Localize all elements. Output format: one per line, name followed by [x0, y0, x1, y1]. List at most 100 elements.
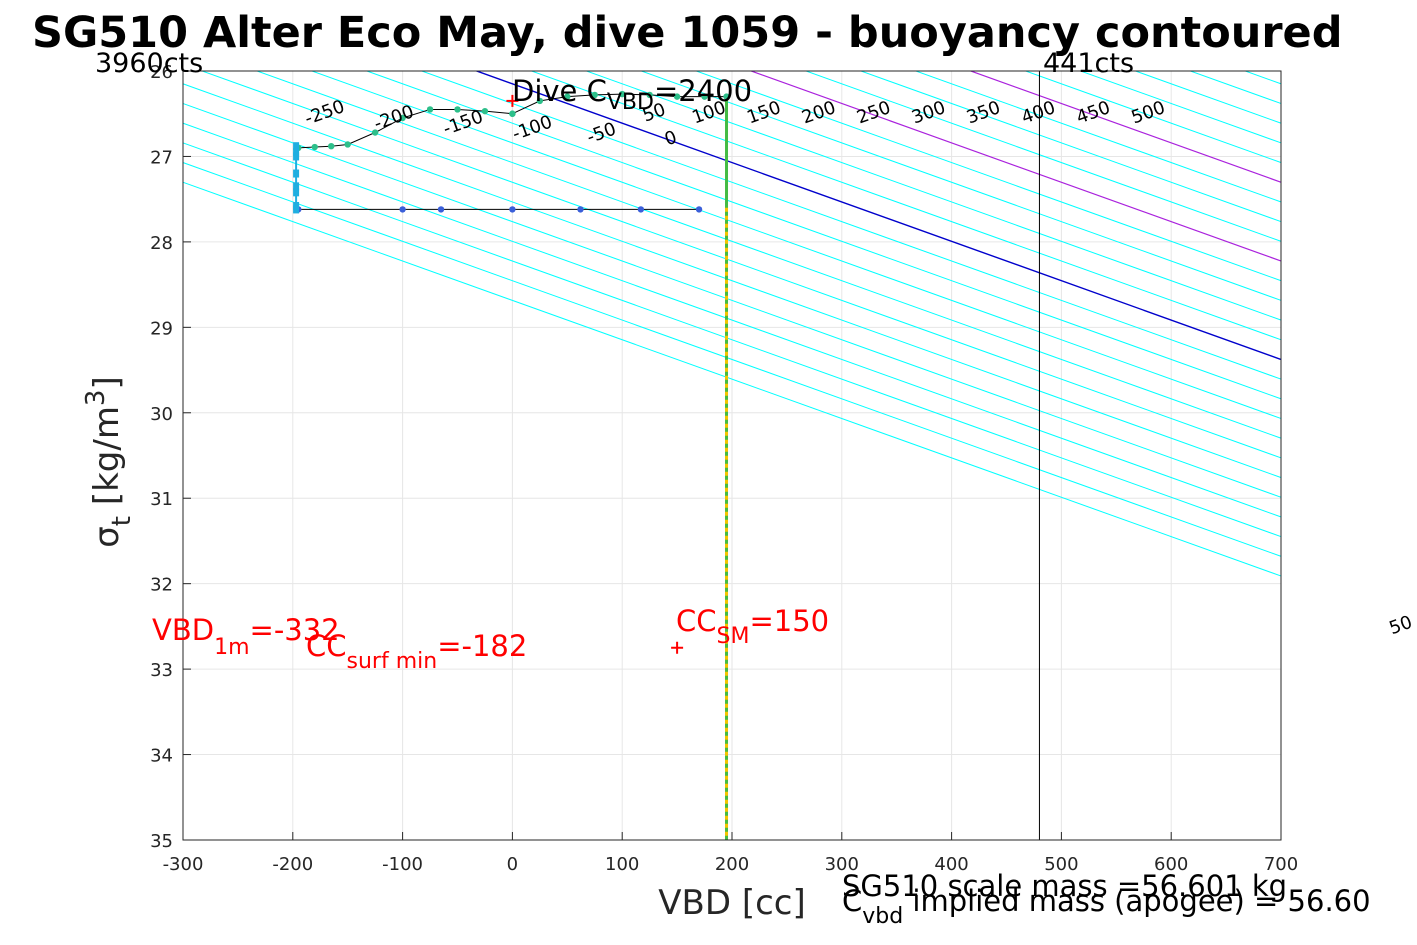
y-tick-label: 27 [150, 147, 173, 168]
left-top-label: 3960cts [95, 48, 203, 79]
y-label-exp: 3 [81, 390, 111, 407]
right-top-label: 441cts [1043, 48, 1134, 79]
x-tick-label: 200 [715, 854, 749, 875]
contour-line [183, 142, 1281, 538]
contour-line [365, 71, 1281, 400]
x-tick-label: 400 [934, 854, 968, 875]
dive-c-main: Dive C [512, 74, 607, 108]
ccsm-label: CCSM=150 [676, 604, 829, 649]
y-label-close: ] [87, 376, 127, 389]
contour-line [694, 71, 1281, 282]
contour-line [474, 71, 1281, 361]
dive-upper-trace-point [509, 110, 516, 117]
buoyancy-contours [183, 54, 1417, 857]
mass-line-1: SG510 scale mass =56.601 kg [842, 869, 1287, 903]
y-axis-ticks: 26 27 28 29 30 31 32 33 34 35 [150, 62, 191, 852]
climb-trace-point [637, 206, 645, 213]
vertical-lines [725, 71, 1040, 840]
contour-labels: -250 -200 -150 -100 -50 050 100 150 200 250 300 350… [302, 96, 1415, 639]
y-tick-label: 31 [150, 489, 173, 510]
x-axis-label: VBD [cc] [658, 883, 806, 923]
y-tick-label: 35 [150, 831, 173, 852]
y-tick-label: 30 [150, 404, 173, 425]
dive-trace [298, 108, 513, 149]
x-tick-label: 300 [825, 854, 859, 875]
y-tick-label: 26 [150, 62, 173, 83]
x-axis-ticks: -300 -200 -100 0 100 200 300 400 500 600 700 [163, 832, 1298, 875]
dive-c-value: =2400 [654, 74, 752, 108]
climb-trace-point [577, 206, 584, 213]
dive-upper-trace-point [536, 97, 544, 105]
contour-line [183, 181, 1281, 577]
contour-line [639, 71, 1281, 301]
contour-line [804, 71, 1281, 242]
vbd1m-sub: 1m [214, 635, 249, 660]
y-tick-label: 34 [150, 746, 173, 767]
y-tick-label: 29 [150, 318, 173, 339]
dive-traces [293, 90, 730, 654]
dive-trace-point [371, 129, 379, 136]
mass-line-2-rest: implied mass (apogee) = 56.60 [903, 884, 1370, 918]
ccsurf-value: =-182 [437, 629, 527, 663]
climb-trace-point [509, 206, 516, 213]
dive-upper-trace-point [619, 90, 626, 98]
dive-upper-trace-point [591, 91, 598, 99]
dive-trace-point [454, 106, 461, 113]
y-axis-label: σt [kg/m3] [81, 376, 137, 548]
contour-line [255, 71, 1281, 439]
x-tick-label: -200 [272, 854, 313, 875]
contour-line [749, 71, 1281, 262]
ccsurf-main: CC [306, 629, 347, 663]
climb-trace-point [437, 206, 445, 213]
x-tick-label: 500 [1044, 854, 1078, 875]
x-tick-label: -300 [163, 854, 204, 875]
ccsurf-label: CCsurf min=-182 [306, 629, 527, 674]
x-tick-label: 0 [507, 854, 518, 875]
contour-line [183, 122, 1281, 518]
mass-line-2-sub: vbd [862, 904, 903, 929]
vbd1m-main: VBD [152, 613, 214, 647]
dive-trace-point [344, 141, 351, 148]
dive-trace-point [481, 107, 489, 115]
contour-line [914, 71, 1281, 203]
chart-title: SG510 Alter Eco May, dive 1059 - buoyanc… [32, 8, 1343, 58]
contour-line [1307, 54, 1417, 857]
mass-line-2: Cvbd implied mass (apogee) = 56.60 [842, 884, 1371, 929]
dive-upper-trace-point [564, 93, 571, 100]
contour-line [420, 71, 1281, 380]
climb-trace-point [695, 206, 703, 213]
y-label-main: σ [87, 526, 127, 548]
ccsurf-sub: surf min [347, 649, 438, 674]
contour-line [310, 71, 1281, 420]
vbd1m-label: VBD1m=-332 [152, 613, 340, 660]
contour-line [183, 83, 1281, 479]
dive-trace-point [426, 106, 434, 113]
y-label-unit: [kg/m [87, 406, 127, 505]
climb-trace-point [399, 206, 406, 213]
y-tick-label: 28 [150, 233, 173, 254]
dive-upper-trace-point [723, 93, 730, 100]
mass-line-2-main: C [842, 884, 862, 918]
dive-trace-point [311, 143, 318, 151]
contour-line [183, 162, 1281, 557]
dive-upper-trace-point [646, 91, 653, 99]
ccsm-value: =150 [749, 604, 829, 638]
contour-line [1362, 54, 1417, 857]
y-tick-label: 32 [150, 575, 173, 596]
dive-trace-point [399, 114, 406, 122]
contour-line [584, 71, 1281, 321]
x-tick-label: 100 [605, 854, 639, 875]
contour-line [859, 71, 1281, 223]
ccsm-main: CC [676, 604, 717, 638]
x-tick-label: 600 [1154, 854, 1188, 875]
dive-trace-point [328, 142, 335, 150]
dive-upper-trace-point [673, 93, 681, 100]
x-tick-label: -100 [382, 854, 423, 875]
x-tick-label: 700 [1264, 854, 1298, 875]
y-label-sub: t [107, 516, 137, 526]
dive-c-label: Dive CVBD=2400 [512, 74, 752, 115]
y-tick-label: 33 [150, 660, 173, 681]
vbd1m-value: =-332 [250, 613, 340, 647]
contour-line [183, 102, 1281, 498]
ccsm-sub: SM [717, 624, 750, 649]
